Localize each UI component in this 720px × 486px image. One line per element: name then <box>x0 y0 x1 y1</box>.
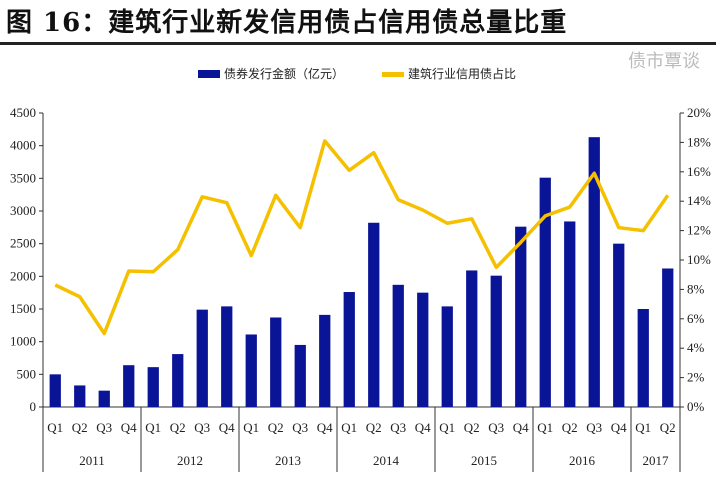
bar <box>221 306 233 407</box>
bar <box>245 334 257 407</box>
bar <box>466 270 478 407</box>
left-tick-label: 4000 <box>10 138 36 153</box>
quarter-label: Q2 <box>562 420 578 435</box>
legend-line-label: 建筑行业信用债占比 <box>408 66 516 81</box>
chart-title: 图 16：建筑行业新发信用债占信用债总量比重 <box>6 8 568 38</box>
bar <box>588 137 600 407</box>
legend-bar-label: 债券发行金额（亿元） <box>224 66 344 81</box>
bar <box>490 275 502 407</box>
year-label: 2013 <box>275 453 301 468</box>
bar <box>637 309 649 407</box>
bar <box>294 344 306 407</box>
bar <box>539 177 551 407</box>
share-line <box>54 139 670 336</box>
quarter-label: Q2 <box>72 420 88 435</box>
bar <box>196 309 208 407</box>
right-tick-label: 16% <box>687 164 711 179</box>
left-tick-label: 4500 <box>10 105 36 120</box>
bar <box>147 367 159 407</box>
quarter-label: Q1 <box>243 420 259 435</box>
quarter-label: Q1 <box>537 420 553 435</box>
right-tick-label: 10% <box>687 252 711 267</box>
quarter-label: Q2 <box>660 420 676 435</box>
quarter-label: Q1 <box>635 420 651 435</box>
quarter-label: Q3 <box>390 420 406 435</box>
bar <box>172 354 184 407</box>
quarter-label: Q1 <box>341 420 357 435</box>
bar <box>441 306 453 407</box>
left-tick-label: 2000 <box>10 268 36 283</box>
quarter-label: Q2 <box>464 420 480 435</box>
right-tick-label: 14% <box>687 193 711 208</box>
title-divider <box>0 42 716 45</box>
bar <box>74 385 86 407</box>
year-label: 2017 <box>643 453 670 468</box>
bar <box>417 292 429 407</box>
quarter-label: Q2 <box>170 420 186 435</box>
right-tick-label: 18% <box>687 134 711 149</box>
legend-bar-swatch <box>198 70 220 78</box>
quarter-label: Q4 <box>121 420 137 435</box>
left-tick-label: 500 <box>17 366 37 381</box>
bar <box>123 365 135 407</box>
bar <box>662 268 674 407</box>
right-tick-label: 12% <box>687 223 711 238</box>
quarter-label: Q1 <box>145 420 161 435</box>
watermark: 债市覃谈 <box>628 51 700 72</box>
year-label: 2014 <box>373 453 400 468</box>
quarter-label: Q3 <box>96 420 112 435</box>
bar <box>49 374 61 407</box>
year-label: 2012 <box>177 453 203 468</box>
bar <box>515 226 527 407</box>
right-tick-label: 20% <box>687 105 711 120</box>
quarter-label: Q3 <box>194 420 210 435</box>
right-tick-label: 8% <box>687 281 705 296</box>
left-tick-label: 3000 <box>10 203 36 218</box>
right-tick-label: 4% <box>687 340 705 355</box>
bar <box>343 292 355 407</box>
left-tick-label: 1000 <box>10 334 36 349</box>
bar <box>613 243 625 407</box>
quarter-label: Q2 <box>268 420 284 435</box>
bar <box>564 221 576 407</box>
left-tick-label: 1500 <box>10 301 36 316</box>
quarter-label: Q4 <box>513 420 529 435</box>
quarter-label: Q1 <box>47 420 63 435</box>
quarter-label: Q4 <box>415 420 431 435</box>
right-tick-label: 6% <box>687 311 705 326</box>
right-tick-label: 2% <box>687 370 705 385</box>
left-tick-label: 0 <box>30 399 37 414</box>
bar <box>319 314 331 407</box>
year-label: 2016 <box>569 453 596 468</box>
year-label: 2015 <box>471 453 497 468</box>
quarter-label: Q2 <box>366 420 382 435</box>
bar <box>392 284 404 407</box>
quarter-label: Q4 <box>611 420 627 435</box>
bar <box>270 317 282 407</box>
quarter-label: Q3 <box>488 420 504 435</box>
legend-line-swatch <box>382 72 404 77</box>
quarter-label: Q3 <box>586 420 602 435</box>
quarter-label: Q4 <box>219 420 235 435</box>
bar <box>98 390 110 407</box>
left-tick-label: 3500 <box>10 170 36 185</box>
quarter-label: Q1 <box>439 420 455 435</box>
bar <box>368 222 380 407</box>
year-label: 2011 <box>79 453 105 468</box>
right-tick-label: 0% <box>687 399 705 414</box>
quarter-label: Q4 <box>317 420 333 435</box>
quarter-label: Q3 <box>292 420 308 435</box>
left-tick-label: 2500 <box>10 236 36 251</box>
